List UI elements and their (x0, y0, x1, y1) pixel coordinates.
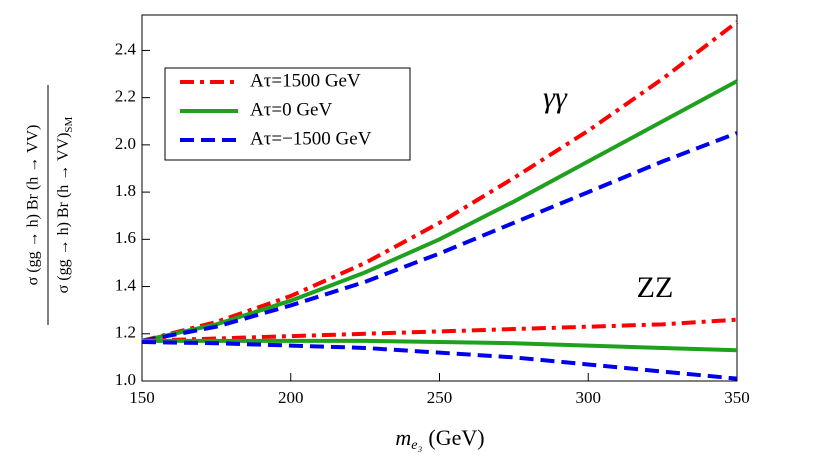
x-axis-label: me₃ (GeV) (395, 425, 484, 453)
x-label-sub: e₃ (411, 438, 422, 453)
y-label-denominator-main: σ (gg → h) Br (h → VV) (55, 133, 72, 294)
y-label-sub: SM (63, 116, 75, 132)
legend-label: Aτ=1500 GeV (250, 70, 361, 91)
legend-label: Aτ=0 GeV (250, 99, 332, 120)
series-line (141, 317, 738, 343)
annotation: ZZ (637, 271, 674, 304)
y-tick-label: 2.2 (115, 87, 136, 106)
y-tick-label: 1.0 (115, 370, 136, 389)
y-label-denominator: σ (gg → h) Br (h → VV)SM (55, 116, 75, 293)
legend-label: Aτ=−1500 GeV (250, 128, 372, 149)
series-line (142, 338, 738, 353)
annotation: γγ (543, 81, 568, 114)
y-tick-label: 1.2 (115, 323, 136, 342)
x-label-unit: (GeV) (428, 425, 484, 450)
y-axis-label: σ (gg → h) Br (h → VV) σ (gg → h) Br (h … (25, 85, 75, 325)
y-tick-label: 1.6 (115, 228, 136, 247)
x-tick-label: 200 (278, 388, 304, 407)
x-tick-label: 250 (427, 388, 453, 407)
y-tick-label: 1.4 (115, 275, 137, 294)
series-line (141, 20, 739, 343)
x-tick-label: 150 (129, 388, 155, 407)
x-tick-label: 350 (724, 388, 750, 407)
series-line (141, 131, 738, 343)
series-line (141, 79, 738, 343)
series-line (141, 340, 738, 381)
y-label-numerator: σ (gg → h) Br (h → VV) (25, 125, 42, 286)
x-tick-label: 300 (576, 388, 602, 407)
y-tick-label: 2.0 (115, 134, 136, 153)
x-label-main: m (395, 425, 411, 450)
y-tick-label: 2.4 (115, 39, 137, 58)
legend-box (164, 67, 411, 161)
y-tick-label: 1.8 (115, 181, 136, 200)
